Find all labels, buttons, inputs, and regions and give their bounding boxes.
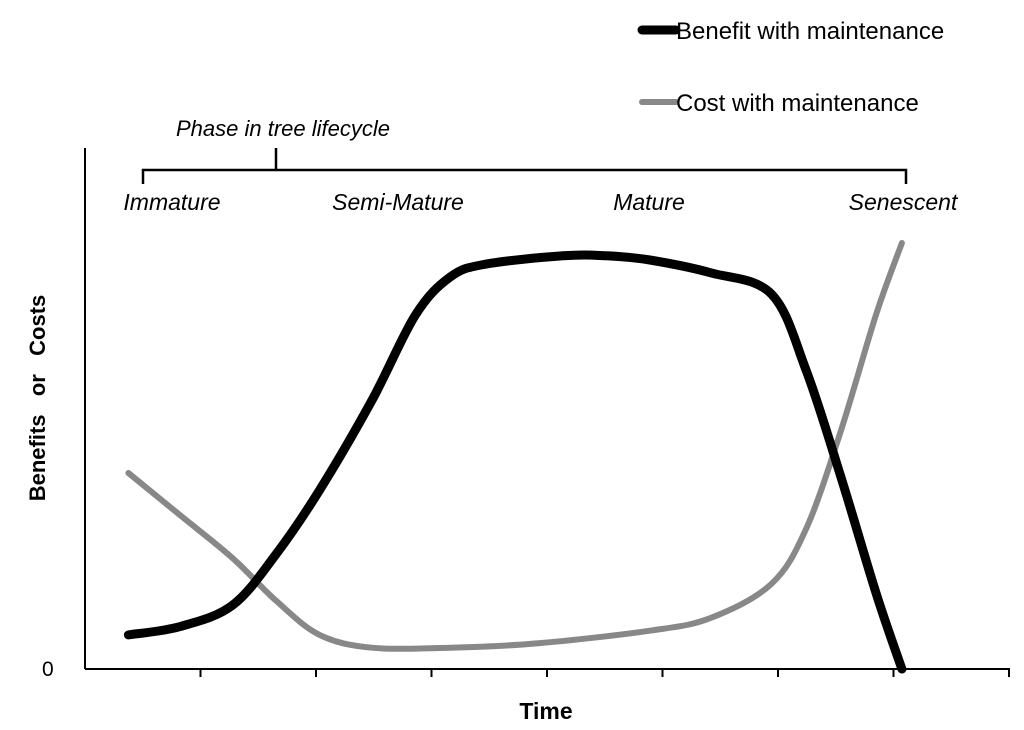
y-tick-label-zero: 0 (42, 658, 54, 681)
x-axis-ticks (199, 669, 1010, 677)
x-axis-title: Time (519, 698, 572, 724)
legend: Benefit with maintenance Cost with maint… (637, 18, 944, 117)
phase-label-immature: Immature (123, 189, 220, 215)
legend-label-cost: Cost with maintenance (676, 90, 919, 117)
phase-bracket (141, 148, 908, 184)
legend-label-benefit: Benefit with maintenance (676, 18, 944, 45)
phase-label-senescent: Senescent (849, 189, 959, 215)
y-axis-title: Benefits or Costs (25, 295, 50, 502)
phase-label-semi-mature: Semi-Mature (332, 189, 464, 215)
series-line-benefit-with-maintenance (123, 250, 907, 674)
phase-annotation-title: Phase in tree lifecycle (176, 116, 390, 141)
series-line-cost-with-maintenance (125, 240, 905, 652)
phase-label-mature: Mature (613, 189, 685, 215)
